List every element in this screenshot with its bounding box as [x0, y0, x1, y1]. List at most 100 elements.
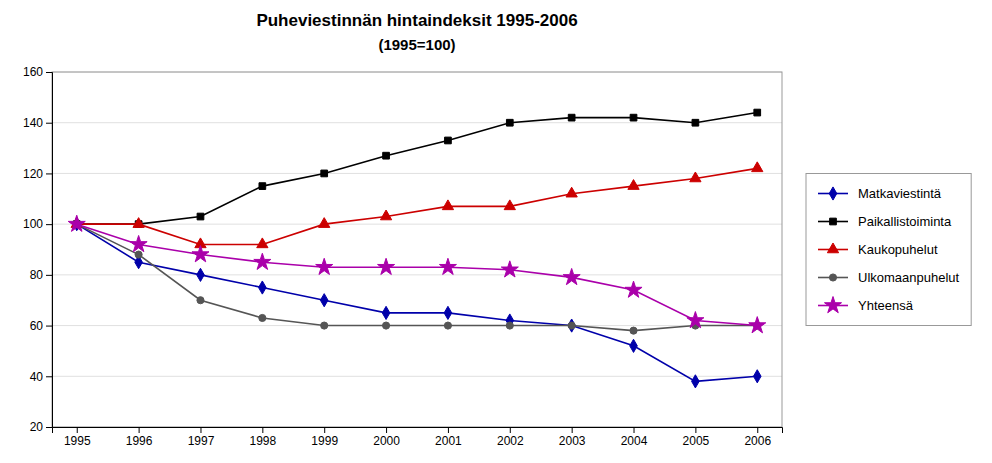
- marker: [504, 200, 515, 210]
- marker: [378, 258, 395, 274]
- series-line: [77, 224, 758, 325]
- marker: [754, 109, 761, 116]
- marker: [135, 251, 142, 258]
- tick-label: 60: [30, 319, 44, 333]
- marker: [380, 210, 391, 220]
- tick-label: 1996: [126, 434, 153, 448]
- legend-item: Matkaviestintä: [818, 186, 942, 201]
- tick-label: 2001: [435, 434, 462, 448]
- tick-label: 100: [23, 217, 43, 231]
- tick-mark: [324, 427, 325, 433]
- tick-mark: [386, 427, 387, 433]
- series-line: [77, 168, 758, 244]
- tick: 40: [30, 370, 52, 384]
- marker: [445, 137, 452, 144]
- tick-label: 1997: [188, 434, 215, 448]
- marker: [692, 119, 699, 126]
- marker: [752, 162, 763, 172]
- legend-item: Paikallistoiminta: [818, 214, 952, 229]
- marker: [257, 238, 268, 248]
- marker: [506, 322, 513, 329]
- series-line: [77, 224, 758, 331]
- marker: [259, 281, 267, 294]
- marker: [753, 370, 761, 383]
- tick-label: 1995: [64, 434, 91, 448]
- marker: [197, 213, 204, 220]
- marker: [68, 215, 85, 231]
- marker: [749, 317, 766, 333]
- tick-label: 2003: [559, 434, 586, 448]
- marker: [383, 152, 390, 159]
- marker: [568, 319, 576, 332]
- marker: [197, 268, 205, 281]
- marker: [197, 297, 204, 304]
- tick: 2002: [497, 427, 524, 448]
- tick-label: 20: [30, 420, 44, 434]
- legend-item: Yhteensä: [818, 297, 914, 314]
- marker: [444, 322, 451, 329]
- legend-item: Ulkomaanpuhelut: [818, 270, 960, 285]
- tick: 120: [23, 167, 52, 181]
- marker: [563, 268, 580, 284]
- series: [68, 215, 766, 333]
- tick-mark: [572, 427, 573, 433]
- tick-mark: [46, 427, 52, 428]
- legend-marker: [829, 187, 837, 200]
- tick: 1998: [249, 427, 276, 448]
- tick-mark: [46, 224, 52, 225]
- marker: [259, 183, 266, 190]
- tick-mark: [46, 376, 52, 377]
- tick: 140: [23, 116, 52, 130]
- legend: Matkaviestintä Paikallistoiminta Kaukopuhe…: [806, 174, 971, 326]
- tick: 20: [30, 420, 52, 434]
- marker: [630, 327, 637, 334]
- marker: [687, 312, 704, 328]
- tick: 1997: [188, 427, 215, 448]
- legend-label: Ulkomaanpuhelut: [858, 270, 960, 285]
- tick: 2003: [559, 427, 586, 448]
- marker: [382, 306, 390, 319]
- grid-line: [52, 173, 782, 174]
- marker: [566, 187, 577, 197]
- tick-label: 2005: [683, 434, 710, 448]
- legend-label: Kaukopuhelut: [858, 242, 938, 257]
- marker: [321, 322, 328, 329]
- series-line: [77, 113, 758, 225]
- tick: 2001: [435, 427, 462, 448]
- marker: [133, 218, 144, 228]
- tick-label: 140: [23, 116, 43, 130]
- series-line: [77, 224, 758, 381]
- marker: [628, 180, 639, 190]
- marker: [568, 322, 575, 329]
- legend-marker: [827, 243, 838, 253]
- series-layer: [68, 109, 766, 388]
- tick-mark: [200, 427, 201, 433]
- tick: 100: [23, 217, 52, 231]
- chart: 1995199619971998199920002001200220032004…: [0, 0, 992, 463]
- marker: [690, 172, 701, 182]
- marker: [442, 200, 453, 210]
- marker: [630, 114, 637, 121]
- marker: [259, 314, 266, 321]
- tick-label: 1998: [249, 434, 276, 448]
- marker: [321, 170, 328, 177]
- tick-mark: [46, 326, 52, 327]
- tick-label: 2000: [373, 434, 400, 448]
- grid-line: [52, 224, 782, 225]
- tick-mark: [262, 427, 263, 433]
- tick-mark: [46, 173, 52, 174]
- marker: [319, 218, 330, 228]
- legend-marker: [824, 297, 841, 313]
- tick-mark: [46, 72, 52, 73]
- tick: 1999: [311, 427, 338, 448]
- marker: [630, 339, 638, 352]
- legend-box: [806, 174, 971, 326]
- tick-mark: [139, 427, 140, 433]
- tick-mark: [634, 427, 635, 433]
- tick: 60: [30, 319, 52, 333]
- marker: [320, 294, 328, 307]
- legend-marker: [829, 274, 836, 281]
- legend-label: Yhteensä: [858, 298, 914, 313]
- legend-label: Matkaviestintä: [858, 186, 942, 201]
- subtitle: (1995=100): [378, 36, 455, 53]
